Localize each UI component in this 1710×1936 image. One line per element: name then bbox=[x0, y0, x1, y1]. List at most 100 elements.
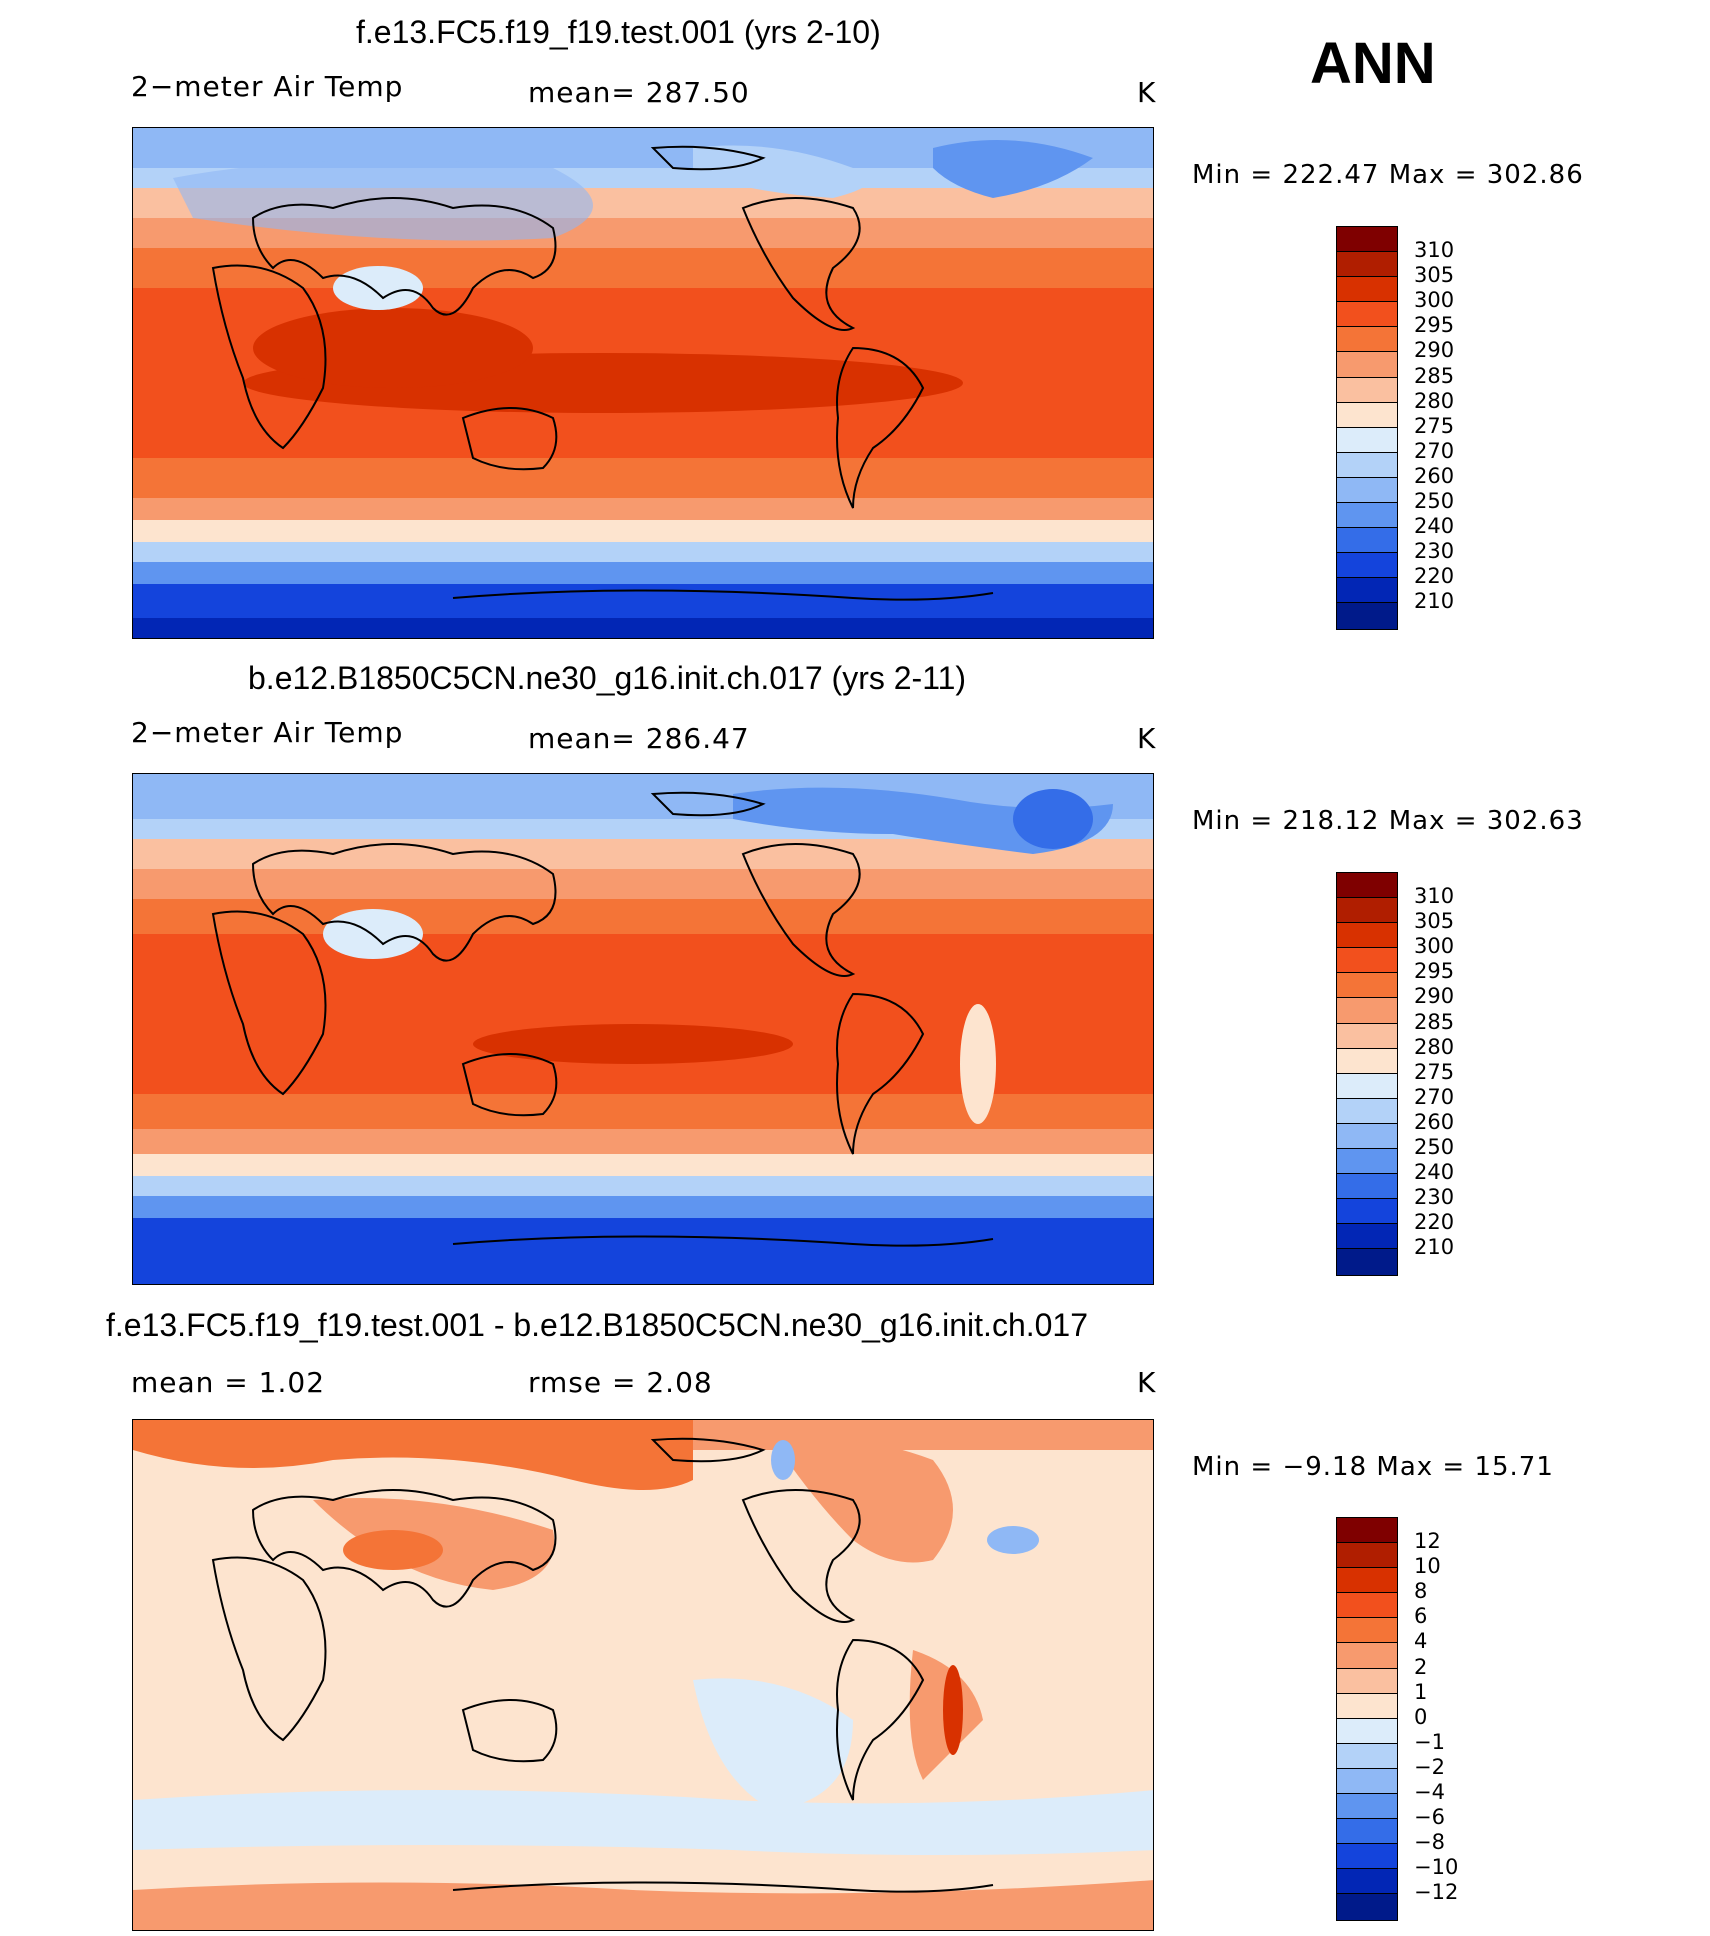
panel1-colorbar-tick-label: 305 bbox=[1414, 263, 1455, 288]
panel3-colorbar-swatches bbox=[1336, 1517, 1398, 1921]
panel1-colorbar-swatch bbox=[1337, 377, 1397, 403]
panel2-colorbar-swatch bbox=[1337, 1123, 1397, 1150]
panel3-colorbar-swatch bbox=[1337, 1518, 1397, 1544]
panel2-colorbar-tick-label: 280 bbox=[1414, 1034, 1455, 1059]
panel1-colorbar-tick-label: 295 bbox=[1414, 313, 1455, 338]
panel1-colorbar-swatch bbox=[1337, 302, 1397, 328]
panel1-colorbar-swatch bbox=[1337, 402, 1397, 428]
panel2-colorbar-swatch bbox=[1337, 1098, 1397, 1124]
panel2-min-max: Min = 218.12 Max = 302.63 bbox=[1192, 806, 1584, 836]
panel3-colorbar-swatch bbox=[1337, 1543, 1397, 1569]
panel2-colorbar-swatch bbox=[1337, 1048, 1397, 1074]
panel1-colorbar-swatch bbox=[1337, 452, 1397, 478]
panel3-colorbar-swatch bbox=[1337, 1593, 1397, 1619]
panel3-colorbar-swatch bbox=[1337, 1568, 1397, 1594]
panel2-colorbar-swatch bbox=[1337, 1249, 1397, 1275]
panel3-colorbar-swatch bbox=[1337, 1693, 1397, 1719]
panel2-mean-label: mean= 286.47 bbox=[528, 722, 750, 755]
panel2-colorbar-tick-label: 230 bbox=[1414, 1185, 1455, 1210]
panel1-colorbar-swatch bbox=[1337, 252, 1397, 278]
panel3-colorbar-swatch bbox=[1337, 1869, 1397, 1895]
panel3-mean-label: mean = 1.02 bbox=[131, 1366, 326, 1399]
panel3-colorbar-swatch bbox=[1337, 1768, 1397, 1795]
panel1-map bbox=[132, 127, 1154, 639]
panel3-colorbar-swatch bbox=[1337, 1643, 1397, 1669]
panel2-colorbar-swatch bbox=[1337, 1023, 1397, 1049]
panel2-colorbar-tick-label: 270 bbox=[1414, 1084, 1455, 1109]
panel2-colorbar-swatch bbox=[1337, 1174, 1397, 1200]
panel3-colorbar-tick-label: 4 bbox=[1414, 1629, 1428, 1654]
panel2-colorbar-swatch bbox=[1337, 973, 1397, 999]
panel1-colorbar-swatch bbox=[1337, 603, 1397, 629]
panel2-colorbar-swatch bbox=[1337, 1199, 1397, 1225]
panel1-temperature-field bbox=[133, 128, 1153, 638]
panel1-colorbar-swatch bbox=[1337, 277, 1397, 303]
panel2-colorbar-tick-label: 285 bbox=[1414, 1009, 1455, 1034]
panel1-colorbar-tick-label: 290 bbox=[1414, 338, 1455, 363]
panel2-colorbar-tick-label: 295 bbox=[1414, 959, 1455, 984]
panel2-colorbar-tick-label: 290 bbox=[1414, 984, 1455, 1009]
panel2-colorbar-tick-label: 260 bbox=[1414, 1109, 1455, 1134]
panel1-colorbar-swatch bbox=[1337, 427, 1397, 453]
panel2-units-label: K bbox=[1137, 722, 1157, 755]
panel2-colorbar-swatch bbox=[1337, 948, 1397, 974]
panel2-colorbar-tick-label: 210 bbox=[1414, 1235, 1455, 1260]
panel3-rmse-label: rmse = 2.08 bbox=[528, 1366, 713, 1399]
panel3-map bbox=[132, 1419, 1154, 1931]
panel1-title: f.e13.FC5.f19_f19.test.001 (yrs 2-10) bbox=[356, 14, 881, 50]
panel3-colorbar-swatch bbox=[1337, 1894, 1397, 1920]
panel1-colorbar-swatch bbox=[1337, 227, 1397, 253]
panel2-colorbar-tick-label: 220 bbox=[1414, 1210, 1455, 1235]
panel3-colorbar-tick-label: −8 bbox=[1414, 1830, 1445, 1855]
panel3-colorbar-tick-label: 10 bbox=[1414, 1554, 1441, 1579]
panel1-colorbar-tick-label: 220 bbox=[1414, 564, 1455, 589]
panel3-colorbar-tick-label: −12 bbox=[1414, 1880, 1459, 1905]
panel1-colorbar-swatches bbox=[1336, 226, 1398, 630]
panel1-colorbar-tick-label: 230 bbox=[1414, 539, 1455, 564]
panel3-colorbar-tick-label: −6 bbox=[1414, 1805, 1445, 1830]
panel3-colorbar-tick-label: −10 bbox=[1414, 1855, 1459, 1880]
panel2-colorbar-swatches bbox=[1336, 872, 1398, 1276]
panel3-colorbar-tick-label: 8 bbox=[1414, 1579, 1428, 1604]
panel2-colorbar-swatch bbox=[1337, 1224, 1397, 1250]
panel1-colorbar-tick-label: 210 bbox=[1414, 589, 1455, 614]
panel2-map bbox=[132, 773, 1154, 1285]
panel1-colorbar-swatch bbox=[1337, 477, 1397, 504]
panel1-mean-label: mean= 287.50 bbox=[528, 76, 750, 109]
panel3-colorbar-swatch bbox=[1337, 1844, 1397, 1870]
panel1-colorbar bbox=[1336, 226, 1398, 630]
panel3-colorbar-tick-label: 1 bbox=[1414, 1679, 1428, 1704]
panel1-variable-label: 2−meter Air Temp bbox=[131, 70, 404, 103]
panel2-colorbar bbox=[1336, 872, 1398, 1276]
panel3-difference-field bbox=[133, 1420, 1153, 1930]
panel3-colorbar-swatch bbox=[1337, 1743, 1397, 1769]
panel3-colorbar-swatch bbox=[1337, 1618, 1397, 1644]
panel3-title: f.e13.FC5.f19_f19.test.001 - b.e12.B1850… bbox=[106, 1307, 1089, 1343]
panel2-colorbar-tick-label: 310 bbox=[1414, 884, 1455, 908]
panel2-temperature-field bbox=[133, 774, 1153, 1284]
panel1-colorbar-swatch bbox=[1337, 578, 1397, 604]
panel2-colorbar-tick-label: 300 bbox=[1414, 934, 1455, 959]
panel1-min-max: Min = 222.47 Max = 302.86 bbox=[1192, 160, 1584, 190]
panel1-colorbar-swatch bbox=[1337, 327, 1397, 353]
panel1-colorbar-swatch bbox=[1337, 352, 1397, 378]
panel3-colorbar-tick-label: −4 bbox=[1414, 1780, 1445, 1804]
panel2-colorbar-swatch bbox=[1337, 898, 1397, 924]
panel1-colorbar-tick-label: 260 bbox=[1414, 463, 1455, 488]
panel2-title: b.e12.B1850C5CN.ne30_g16.init.ch.017 (yr… bbox=[248, 660, 967, 696]
panel2-colorbar-swatch bbox=[1337, 1149, 1397, 1175]
panel1-colorbar-swatch bbox=[1337, 528, 1397, 554]
panel2-colorbar-tick-label: 240 bbox=[1414, 1160, 1455, 1185]
panel1-colorbar-tick-label: 250 bbox=[1414, 489, 1455, 513]
panel2-colorbar-tick-label: 250 bbox=[1414, 1135, 1455, 1159]
panel2-colorbar-tick-label: 305 bbox=[1414, 909, 1455, 934]
panel2-colorbar-swatch bbox=[1337, 1073, 1397, 1099]
panel1-colorbar-swatch bbox=[1337, 553, 1397, 579]
panel3-colorbar-swatch bbox=[1337, 1668, 1397, 1694]
panel2-colorbar-swatch bbox=[1337, 873, 1397, 899]
panel1-colorbar-tick-label: 240 bbox=[1414, 514, 1455, 539]
panel1-colorbar-tick-label: 300 bbox=[1414, 288, 1455, 313]
panel3-colorbar-swatch bbox=[1337, 1819, 1397, 1845]
panel2-colorbar-swatch bbox=[1337, 998, 1397, 1024]
panel3-colorbar-swatch bbox=[1337, 1718, 1397, 1744]
